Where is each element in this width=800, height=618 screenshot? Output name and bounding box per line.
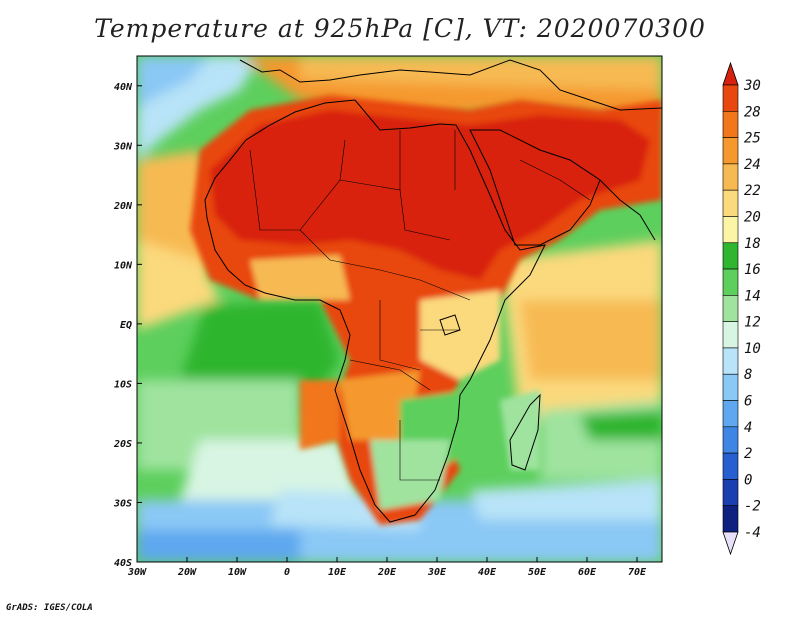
colorbar-label: 10 bbox=[744, 341, 761, 357]
africa-coastline bbox=[204, 99, 546, 523]
colorbar-swatch bbox=[722, 400, 739, 428]
colorbar-swatch bbox=[722, 268, 739, 296]
colorbar-label: 16 bbox=[744, 262, 761, 278]
colorbar-label: 20 bbox=[744, 209, 761, 225]
colorbar-swatch bbox=[722, 189, 739, 217]
map-title: Temperature at 925hPa [C], VT: 202007030… bbox=[94, 14, 706, 43]
colorbar-label: 28 bbox=[744, 104, 761, 120]
colorbar-label: -4 bbox=[744, 525, 761, 541]
colorbar-label: 24 bbox=[744, 157, 761, 173]
colorbar-label: 0 bbox=[744, 472, 752, 488]
colorbar-swatch bbox=[722, 110, 739, 138]
grads-credit: GrADS: IGES/COLA bbox=[6, 603, 93, 613]
colorbar-label: 30 bbox=[743, 78, 761, 94]
lon-tick-label: 30E bbox=[427, 567, 447, 578]
colorbar-label: 22 bbox=[744, 183, 761, 199]
colorbar-label: 25 bbox=[744, 131, 761, 147]
lon-tick-label: 20E bbox=[377, 567, 397, 578]
colorbar-swatch bbox=[722, 321, 739, 349]
lat-tick-label: 10N bbox=[114, 260, 133, 271]
lon-tick-label: 10W bbox=[228, 567, 247, 578]
lat-tick-label: 30S bbox=[113, 498, 132, 509]
map-frame bbox=[136, 55, 663, 563]
lon-tick-label: 70E bbox=[628, 567, 647, 578]
lon-tick-label: 30W bbox=[127, 567, 147, 578]
colorbar-label: 2 bbox=[744, 446, 752, 462]
colorbar-label: 4 bbox=[744, 420, 752, 436]
lat-tick-label: 10S bbox=[114, 379, 132, 390]
madagascar-coastline bbox=[509, 393, 541, 471]
colorbar-bottom-triangle bbox=[722, 531, 739, 556]
colorbar-top-triangle bbox=[722, 61, 739, 86]
colorbar-label: 18 bbox=[744, 236, 761, 252]
colorbar-label: 12 bbox=[744, 315, 761, 331]
colorbar-label: 6 bbox=[744, 394, 752, 410]
colorbar-swatch bbox=[722, 84, 739, 112]
lat-tick-label: 40S bbox=[114, 558, 132, 569]
longitude-axis: 30W 20W 10W 0 10E 20E 30E 40E 50E 60E 70E bbox=[127, 557, 647, 578]
colorbar-swatch bbox=[722, 242, 739, 270]
lon-tick-label: 0 bbox=[284, 567, 290, 578]
lon-tick-label: 60E bbox=[578, 567, 597, 578]
lat-tick-label: 40N bbox=[114, 82, 133, 93]
lon-tick-label: 50E bbox=[528, 567, 547, 578]
colorbar-swatch bbox=[722, 505, 739, 533]
colorbar-label: -2 bbox=[744, 499, 761, 515]
colorbar-swatch bbox=[722, 137, 739, 165]
latitude-axis: 40N 30N 20N 10N EQ 10S 20S 30S 40S bbox=[113, 82, 142, 569]
colorbar-swatch bbox=[722, 452, 739, 480]
country-borders bbox=[249, 130, 591, 481]
lat-tick-label: 30N bbox=[113, 141, 133, 152]
lon-tick-label: 20W bbox=[177, 567, 197, 578]
temperature-field bbox=[137, 56, 662, 562]
lat-tick-label: 20S bbox=[113, 439, 132, 450]
colorbar-swatch bbox=[722, 163, 739, 191]
india-coastline bbox=[599, 179, 656, 241]
colorbar-label: 8 bbox=[744, 367, 752, 383]
lon-tick-label: 40E bbox=[478, 567, 497, 578]
lat-tick-label: EQ bbox=[120, 320, 132, 331]
colorbar-label: 14 bbox=[744, 288, 761, 304]
colorbar-swatch bbox=[722, 426, 739, 454]
colorbar-swatch bbox=[722, 216, 739, 244]
colorbar-swatch bbox=[722, 373, 739, 401]
colorbar-swatch bbox=[722, 295, 739, 322]
lon-tick-label: 10E bbox=[328, 567, 347, 578]
europe-coastline bbox=[239, 59, 662, 111]
lat-tick-label: 20N bbox=[113, 201, 133, 212]
colorbar-swatch bbox=[722, 347, 739, 375]
arabia-coastline bbox=[469, 129, 601, 246]
colorbar-swatch bbox=[722, 479, 739, 507]
